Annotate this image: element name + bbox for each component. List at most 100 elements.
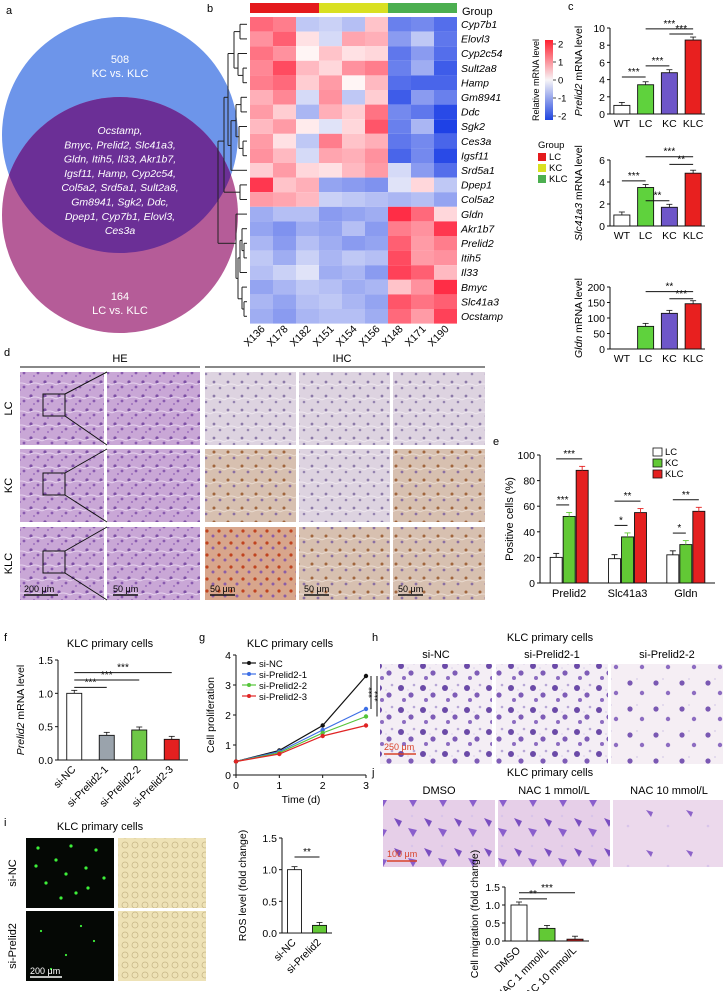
heatmap-cell [388, 294, 411, 309]
y-tick-label: 0.5 [38, 722, 53, 734]
heatmap-cell [434, 294, 457, 309]
fluorescent-cell [49, 967, 53, 971]
group-legend-title: Group [538, 140, 564, 151]
heatmap-cell [365, 265, 388, 280]
scale-bar-label: 200 μm [30, 966, 60, 976]
x-tick-label: WT [614, 230, 631, 242]
heatmap-cell [319, 206, 342, 222]
fluorescent-cell [36, 846, 40, 850]
x-tick-label: si-NC [51, 763, 78, 790]
scale-bar-label: 50 μm [398, 584, 423, 594]
zoom-line [64, 415, 108, 446]
y-axis-label-rest: mRNA level [15, 665, 27, 723]
x-tick-label: LC [639, 118, 653, 130]
y-tick-label: 1.0 [38, 688, 53, 700]
heatmap-cell [388, 119, 411, 134]
bar [679, 544, 693, 584]
panel-letter-e: e [493, 436, 499, 448]
heatmap-cell [273, 31, 296, 47]
sample-label: X154 [334, 323, 360, 349]
heatmap-cell [250, 221, 273, 236]
bar [684, 172, 702, 227]
brightfield-image [118, 838, 206, 908]
panel-d: d HE IHC Prelid2Slc41a3GldnLCKCKLC200 μm… [3, 347, 485, 601]
legend-label: si-Prelid2-2 [259, 681, 307, 692]
y-tick-label: 8 [599, 40, 605, 52]
heatmap-cell [365, 90, 388, 105]
legend-swatch [652, 469, 663, 479]
bar [549, 556, 563, 584]
bar [637, 187, 655, 227]
fluorescent-cell [94, 848, 98, 852]
group-bar-cell [273, 3, 296, 13]
heatmap-cell [296, 265, 319, 280]
x-tick-label: 1 [276, 780, 282, 792]
ros-images: si-NC si-Prelid2 200 μm [7, 838, 206, 981]
heatmap-cell [434, 279, 457, 295]
heatmap-cell [411, 46, 434, 61]
heatmap-cell [296, 17, 319, 32]
fluorescent-cell [34, 864, 38, 868]
fluorescent-cell [44, 881, 48, 885]
bar [660, 206, 678, 227]
group-bar-cell [342, 3, 365, 13]
heatmap-cell [411, 279, 434, 295]
heatmap-cell [319, 163, 342, 178]
fluorescent-cell [102, 876, 106, 880]
heatmap-cell [250, 60, 273, 76]
y-tick-label: 2 [225, 710, 231, 722]
color-scale-tick-label: 2 [558, 40, 563, 51]
gene-label: Sult2a8 [461, 63, 497, 75]
y-tick-label: 10 [593, 23, 605, 35]
x-tick-label: KLC [683, 353, 704, 365]
group-bar-cell [319, 3, 342, 13]
heatmap-color-scale: 2 1 0 -1 -2 Relative mRNA level [531, 39, 566, 123]
heatmap-cell [273, 148, 296, 163]
y-axis-label-gene: Slc41a3 [573, 203, 585, 241]
mrna-bar-chart: 0.00.51.01.5si-NCsi-Prelid2-1si-Prelid2-… [15, 655, 188, 810]
heatmap-cell [365, 309, 388, 324]
gene-label: Slc41a3 [461, 296, 499, 308]
bar [684, 303, 702, 350]
heatmap-cell [342, 90, 365, 105]
sample-label: X151 [311, 323, 337, 349]
y-tick-label: 200 [587, 282, 605, 294]
image-column-header: si-NC [422, 649, 450, 661]
gene-label: Il33 [461, 267, 478, 279]
y-tick-label: 3 [225, 680, 231, 692]
heatmap-cell [342, 119, 365, 134]
row-label: si-Prelid2 [7, 923, 19, 969]
heatmap-cell [296, 75, 319, 90]
gene-label: Ddc [461, 107, 480, 119]
significance-label: *** [557, 495, 569, 506]
heatmap-cell [296, 46, 319, 61]
heatmap-cell [388, 31, 411, 47]
x-tick-label: 3 [363, 780, 369, 792]
ihc-header: IHC [333, 353, 352, 365]
panel-f-chart: 0.00.51.01.5si-NCsi-Prelid2-1si-Prelid2-… [15, 655, 188, 810]
image-column-header: si-Prelid2-1 [524, 649, 580, 661]
y-tick-label: 1.5 [262, 833, 277, 845]
bar [666, 554, 680, 584]
heatmap-cell [411, 104, 434, 120]
heatmap-cell [319, 75, 342, 90]
ihc-image [205, 372, 296, 445]
heatmap-cell [273, 279, 296, 295]
sample-label: X171 [403, 323, 429, 349]
heatmap-cell [342, 163, 365, 178]
group-legend-label: KLC [549, 174, 568, 185]
significance-label: *** [628, 67, 640, 78]
y-tick-label: 0.0 [485, 936, 500, 948]
y-axis-label: Positive cells (%) [504, 477, 516, 561]
x-tick-label: Gldn [674, 588, 697, 600]
heatmap-cell [365, 60, 388, 76]
bar [684, 39, 702, 115]
heatmap-cell [296, 294, 319, 309]
heatmap-cell [250, 206, 273, 222]
bar [163, 738, 180, 761]
y-axis-label: Prelid2 mRNA level [15, 665, 27, 755]
heatmap-cell [273, 177, 296, 193]
scale-bar-label: 200 μm [24, 584, 54, 594]
